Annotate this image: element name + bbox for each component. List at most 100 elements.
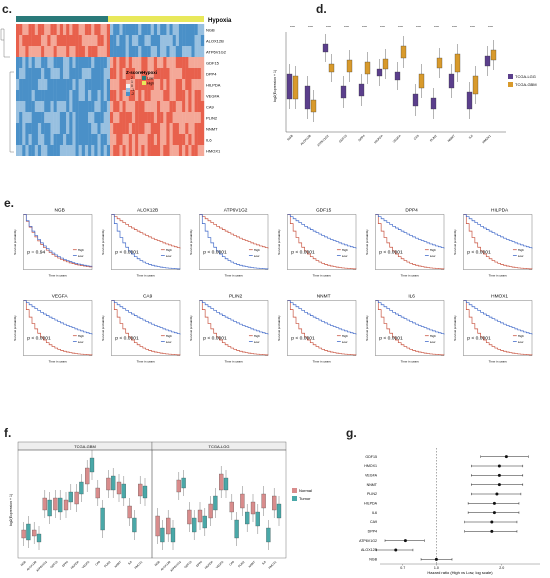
heatmap-cell <box>47 123 51 134</box>
heatmap-cell <box>103 57 108 68</box>
heatmap-cell <box>125 35 129 46</box>
heatmap-cell <box>116 68 120 79</box>
km-curve-high <box>111 300 181 356</box>
heatmap-cell <box>25 145 29 156</box>
heatmap-cell <box>84 68 89 79</box>
km-frame <box>111 214 181 270</box>
km-legend-high: High <box>254 334 261 338</box>
forest-point <box>434 557 438 561</box>
heatmap-cell <box>47 79 51 90</box>
heatmap-cell <box>34 134 39 145</box>
heatmap-cell <box>19 46 23 57</box>
heatmap-cell <box>19 24 23 35</box>
box-body <box>276 503 282 519</box>
forest-point <box>492 511 496 515</box>
heatmap-cell <box>175 145 180 156</box>
heatmap-cell <box>113 57 117 68</box>
km-legend-high: High <box>518 334 525 338</box>
heatmap-cell <box>88 79 92 90</box>
heatmap-cell <box>188 112 192 123</box>
heatmap-cell <box>72 35 76 46</box>
forest-xlabel: Hazard ratio (High vs Low, log scale) <box>427 570 493 575</box>
heatmap-cell <box>166 24 170 35</box>
km-plot: HILPDA Survival probability Time in years p… <box>453 208 533 277</box>
heatmap-cell <box>44 68 48 79</box>
heatmap-cell <box>138 90 142 101</box>
heatmap-cell <box>191 90 195 101</box>
km-legend-low: Low <box>518 340 524 344</box>
box-body <box>181 477 186 489</box>
heatmap-cell <box>141 90 145 101</box>
heatmap-cell <box>131 24 136 35</box>
significance-mark: **** <box>488 25 494 29</box>
heatmap-cell <box>47 68 51 79</box>
heatmap-cell <box>169 68 173 79</box>
heatmap-cell <box>163 123 167 134</box>
heatmap-cell <box>197 46 202 57</box>
heatmap-cell <box>106 90 111 101</box>
heatmap-cell <box>88 112 92 123</box>
heatmap-cell <box>135 145 139 156</box>
heatmap-cell <box>166 35 170 46</box>
heatmap-cell <box>163 35 167 46</box>
heatmap-cell <box>94 123 98 134</box>
heatmap-cell <box>84 101 89 112</box>
heatmap-cell <box>84 35 89 46</box>
heatmap-cell <box>153 79 158 90</box>
heatmap-cell <box>122 123 126 134</box>
heatmap-cell <box>194 101 198 112</box>
heatmap-cell <box>47 24 51 35</box>
heatmap-cell <box>91 112 95 123</box>
heatmap-cell <box>178 57 183 68</box>
heatmap-gene-label: NGB <box>206 28 215 33</box>
box-body <box>448 73 455 89</box>
heatmap-cell <box>100 145 104 156</box>
heatmap-cell <box>160 35 164 46</box>
zscore-scale-m1 <box>126 88 130 92</box>
boxplot-f-gene-tick: NGB <box>154 560 161 567</box>
km-curve-high <box>463 214 533 270</box>
km-legend-low: Low <box>254 254 260 258</box>
heatmap-cell <box>166 79 170 90</box>
heatmap-cell <box>91 24 95 35</box>
heatmap-cell <box>182 145 186 156</box>
heatmap-cell <box>188 46 192 57</box>
heatmap-cell <box>125 101 129 112</box>
heatmap-cell <box>63 134 67 145</box>
box-body <box>170 527 176 543</box>
heatmap-cell <box>141 145 145 156</box>
heatmap-cell <box>110 112 114 123</box>
heatmap-cell <box>78 79 82 90</box>
heatmap-cell <box>178 79 183 90</box>
heatmap-cell <box>119 90 123 101</box>
km-pvalue: p < 0.0001 <box>379 336 403 342</box>
heatmap-cell <box>66 35 70 46</box>
heatmap-cell <box>194 112 198 123</box>
forest-xtick-label: 2.0 <box>499 566 504 570</box>
heatmap-cell <box>97 112 101 123</box>
heatmap-cell <box>69 24 73 35</box>
heatmap-cell <box>81 68 86 79</box>
heatmap-cell <box>144 24 148 35</box>
heatmap-cell <box>147 35 151 46</box>
km-title: ATP6V1G2 <box>224 208 248 214</box>
boxplot-f-gene-tick: HMOX1 <box>267 560 277 570</box>
box-body <box>26 523 31 541</box>
heatmap-cell <box>128 46 133 57</box>
heatmap-cell <box>175 79 180 90</box>
km-pvalue: p < 0.0001 <box>291 336 315 342</box>
boxplot-d-ylabel: log2(Expression + 1) <box>273 70 277 102</box>
heatmap-cell <box>37 90 42 101</box>
heatmap-cell <box>75 79 79 90</box>
heatmap-cell <box>44 35 48 46</box>
heatmap-cell <box>19 57 23 68</box>
heatmap-cell <box>125 123 129 134</box>
heatmap-cell <box>22 134 26 145</box>
box-body <box>328 63 335 73</box>
heatmap-cell <box>144 101 148 112</box>
heatmap-cell <box>194 123 198 134</box>
heatmap-gene-label: IL6 <box>206 138 212 143</box>
heatmap-cell <box>160 134 164 145</box>
km-frame <box>199 300 269 356</box>
heatmap-cell <box>200 46 205 57</box>
